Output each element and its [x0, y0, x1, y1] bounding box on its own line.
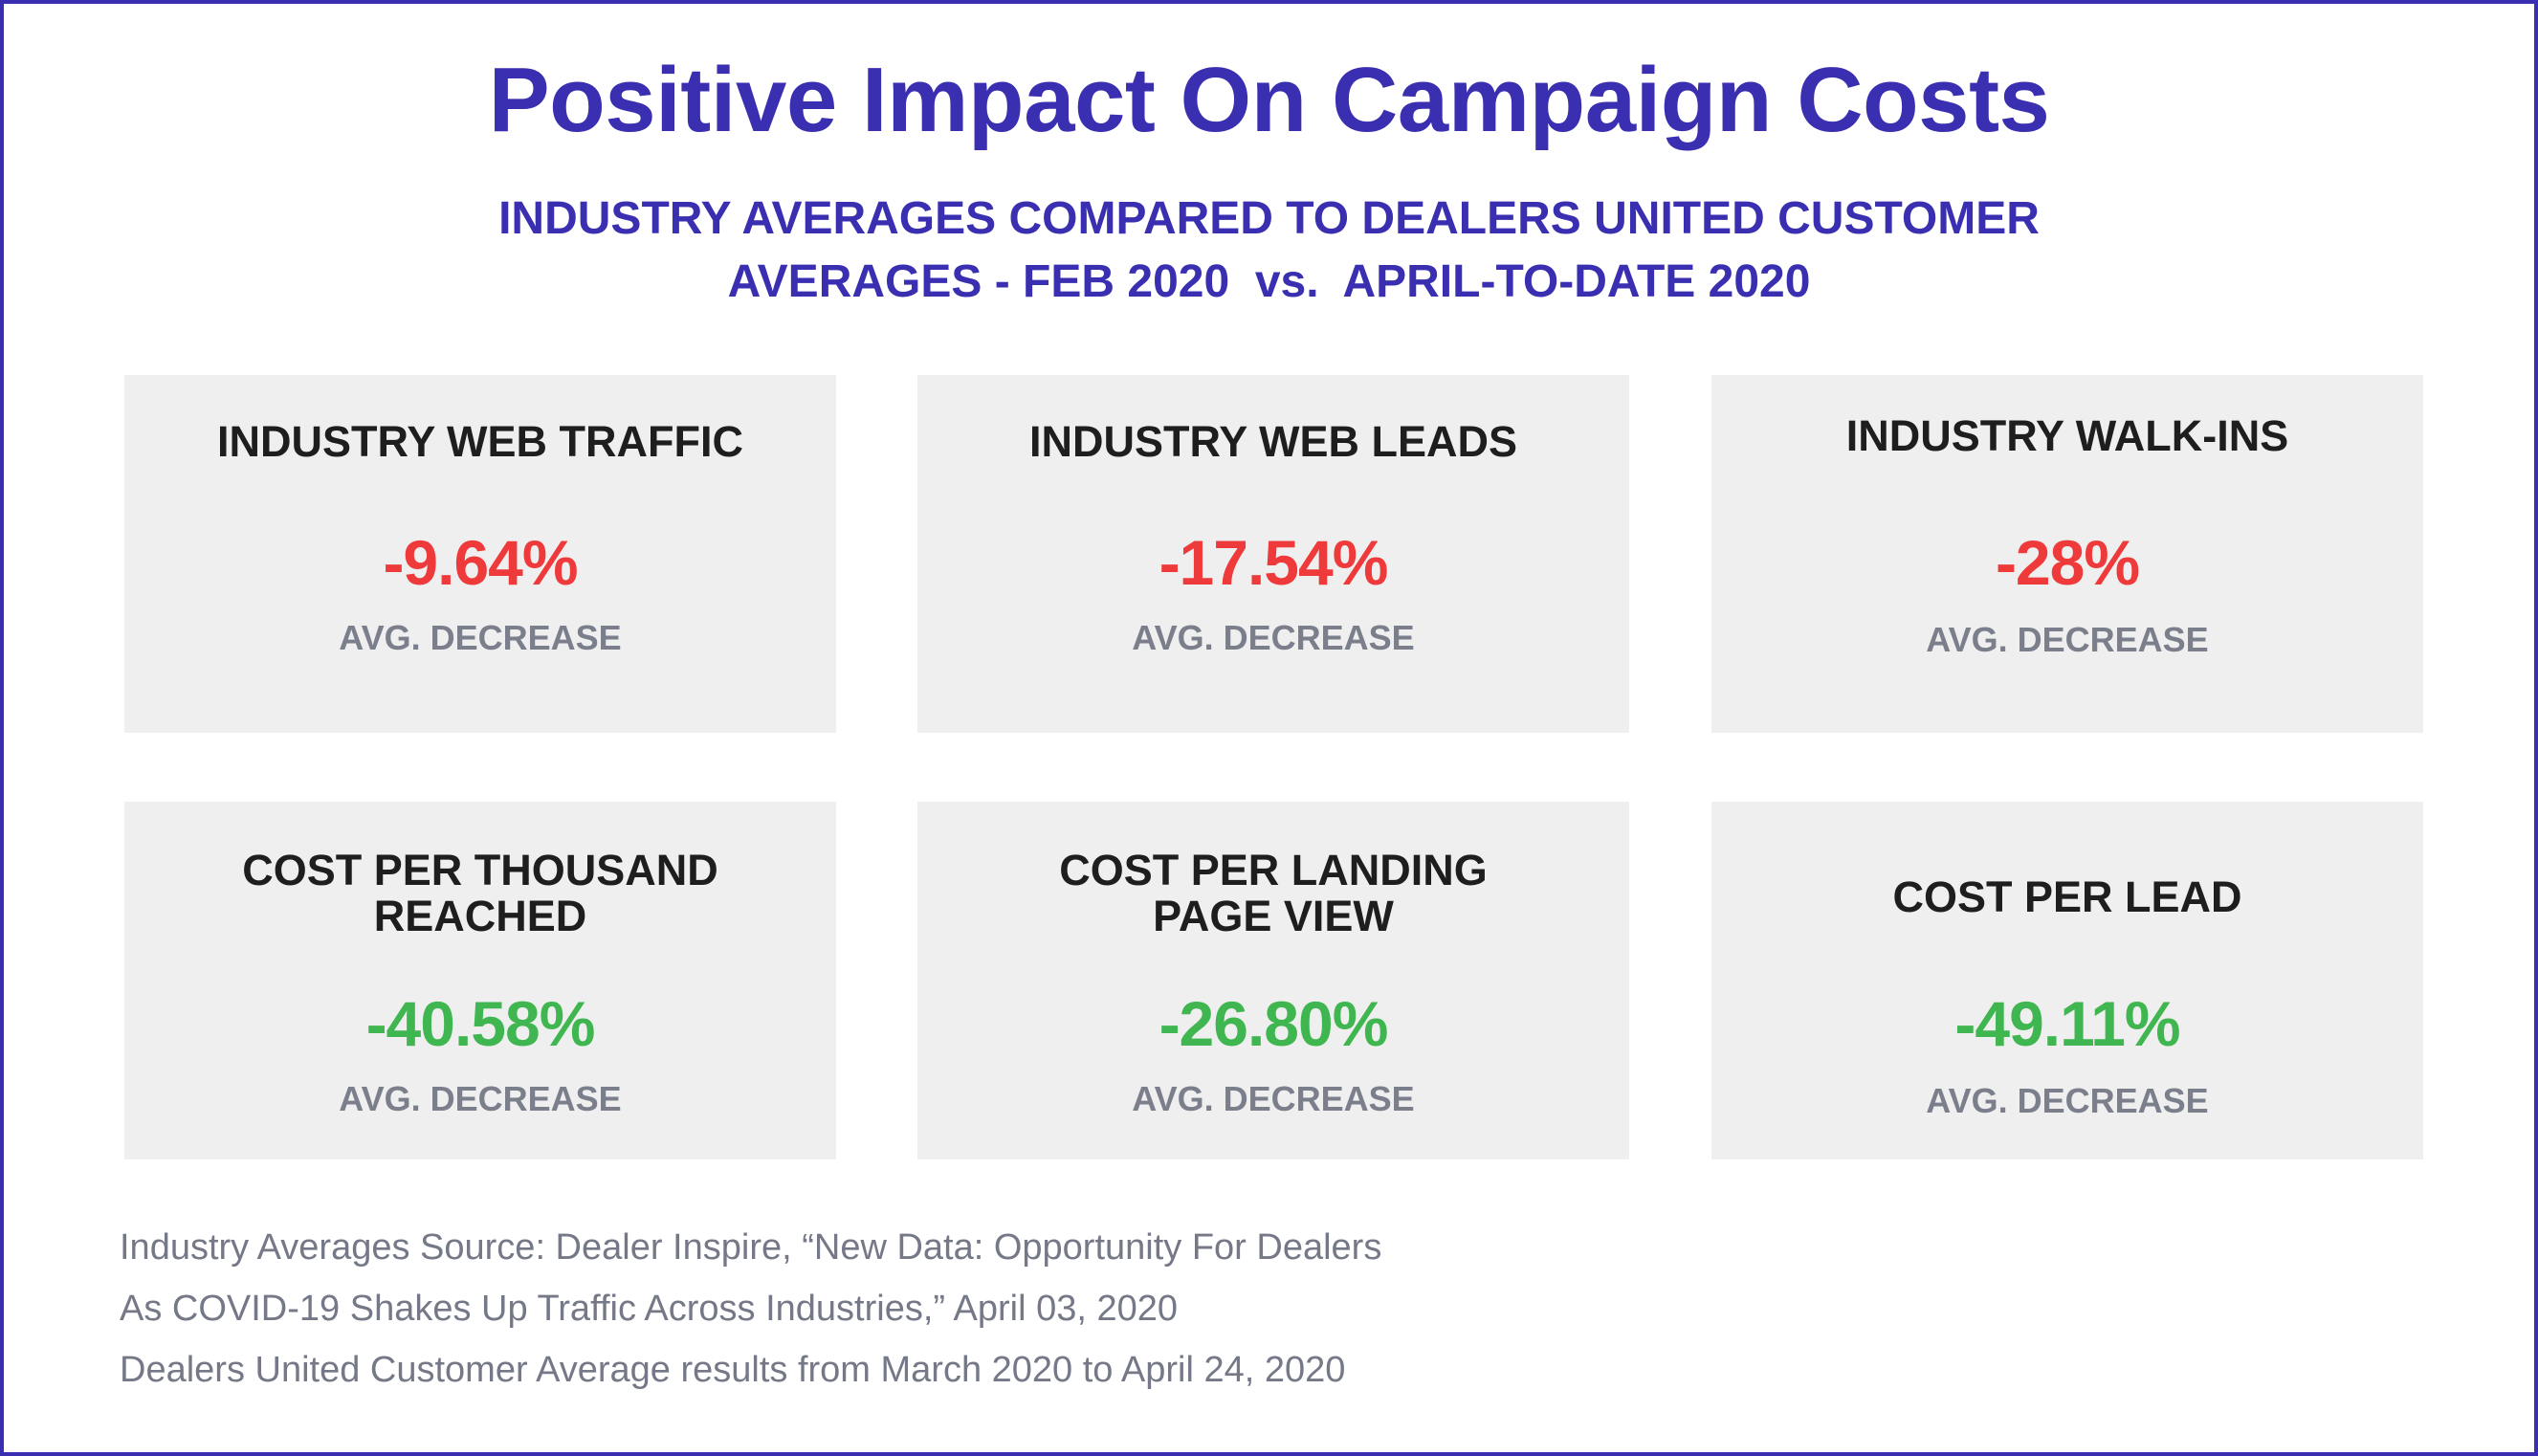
stat-card-value: -49.11%	[1954, 988, 2180, 1059]
subtitle-line: AVERAGES - FEB 2020 vs. APRIL-TO-DATE 20…	[727, 256, 1811, 307]
page-subtitle: INDUSTRY AVERAGES COMPARED TO DEALERS UN…	[0, 188, 2538, 314]
stat-card-label-line: PAGE VIEW	[1153, 892, 1394, 940]
stat-card-cost-per-landing-page-view: COST PER LANDING PAGE VIEW -26.80% AVG. …	[917, 802, 1629, 1159]
stat-card-label-line: INDUSTRY WALK-INS	[1845, 411, 2289, 460]
stat-card-label-line: COST PER LANDING	[1059, 846, 1488, 894]
subtitle-line: INDUSTRY AVERAGES COMPARED TO DEALERS UN…	[498, 193, 2040, 244]
stat-card-value: -9.64%	[383, 527, 578, 598]
stat-card-label: COST PER LEAD	[1711, 874, 2423, 920]
stat-card-caption: AVG. DECREASE	[1132, 1079, 1415, 1118]
stat-card-caption: AVG. DECREASE	[1926, 1081, 2209, 1120]
stat-card-label: INDUSTRY WEB LEADS	[917, 419, 1629, 465]
stat-card-caption: AVG. DECREASE	[1132, 618, 1415, 657]
stat-card-label-line: INDUSTRY WEB LEADS	[1028, 417, 1518, 466]
footnote-line: Dealers United Customer Average results …	[120, 1350, 1346, 1390]
stat-card-cost-per-lead: COST PER LEAD -49.11% AVG. DECREASE	[1711, 802, 2423, 1159]
stat-card-label-line: REACHED	[373, 892, 587, 940]
stat-card-label-line: INDUSTRY WEB TRAFFIC	[217, 417, 743, 466]
stat-card-industry-walk-ins: INDUSTRY WALK-INS -28% AVG. DECREASE	[1711, 375, 2423, 733]
stat-card-industry-web-leads: INDUSTRY WEB LEADS -17.54% AVG. DECREASE	[917, 375, 1629, 733]
source-footnote: Industry Averages Source: Dealer Inspire…	[120, 1217, 1381, 1401]
stat-card-value: -40.58%	[365, 988, 596, 1059]
stat-card-value: -17.54%	[1159, 527, 1389, 598]
stat-card-label: INDUSTRY WALK-INS	[1711, 413, 2423, 459]
stat-card-cost-per-thousand-reached: COST PER THOUSAND REACHED -40.58% AVG. D…	[124, 802, 836, 1159]
stat-card-label-line: COST PER THOUSAND	[242, 846, 718, 894]
footnote-line: Industry Averages Source: Dealer Inspire…	[120, 1227, 1382, 1268]
stat-card-value: -26.80%	[1159, 988, 1389, 1059]
footnote-line: As COVID-19 Shakes Up Traffic Across Ind…	[120, 1289, 1179, 1329]
page-title: Positive Impact On Campaign Costs	[488, 49, 2050, 151]
stat-card-label-line: COST PER LEAD	[1892, 872, 2242, 921]
stat-card-caption: AVG. DECREASE	[339, 1079, 622, 1118]
stat-card-value: -28%	[1995, 527, 2140, 598]
stat-card-industry-web-traffic: INDUSTRY WEB TRAFFIC -9.64% AVG. DECREAS…	[124, 375, 836, 733]
stat-card-label: COST PER LANDING PAGE VIEW	[917, 848, 1629, 939]
stat-card-caption: AVG. DECREASE	[1926, 620, 2209, 659]
stat-card-caption: AVG. DECREASE	[339, 618, 622, 657]
stat-card-label: INDUSTRY WEB TRAFFIC	[124, 419, 836, 465]
stat-card-label: COST PER THOUSAND REACHED	[124, 848, 836, 939]
